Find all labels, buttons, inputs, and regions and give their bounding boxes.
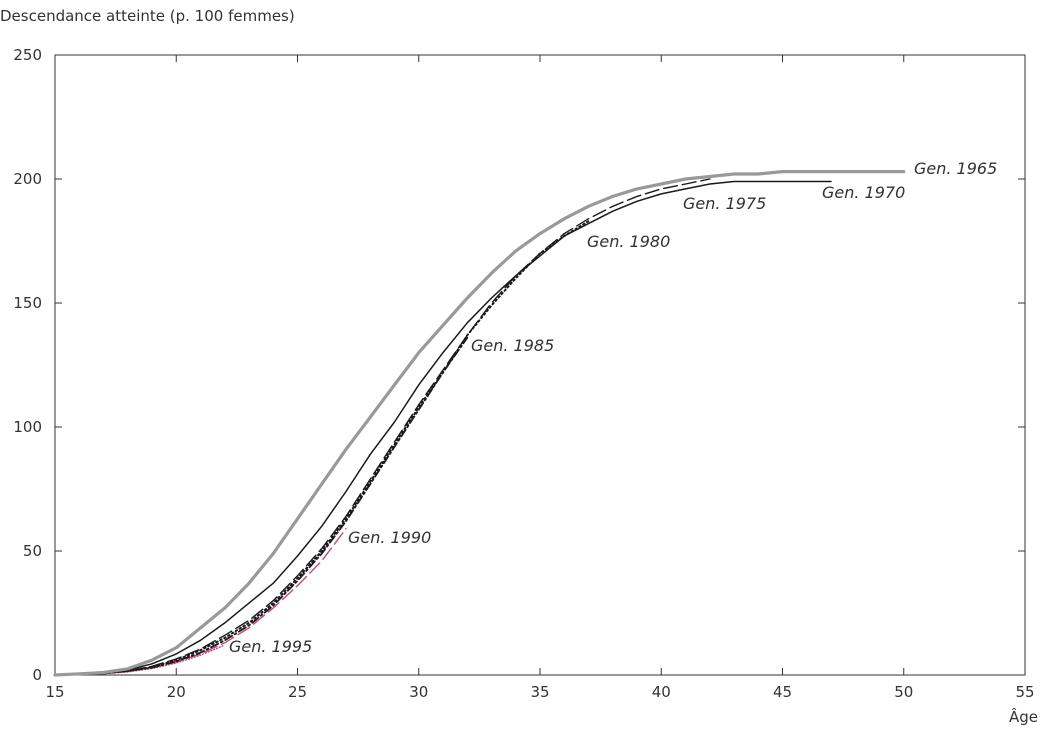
y-tick-label: 50: [23, 542, 42, 560]
series-line-gen-1985: [54, 336, 469, 676]
x-tick-label: 45: [773, 683, 792, 701]
series-line-gen-1995: [54, 644, 226, 676]
series-label-gen-1965: Gen. 1965: [914, 159, 997, 178]
y-tick-label: 150: [13, 294, 42, 312]
x-tick-label: 40: [652, 683, 671, 701]
series-label-gen-1980: Gen. 1980: [587, 232, 670, 251]
x-tick-label: 50: [894, 683, 913, 701]
y-axis-title: Descendance atteinte (p. 100 femmes): [0, 7, 295, 25]
y-tick-label: 200: [13, 170, 42, 188]
series-line-gen-1980: [54, 220, 590, 676]
x-tick-label: 20: [167, 683, 186, 701]
series-line-gen-1970: [54, 180, 832, 676]
series-label-gen-1995: Gen. 1995: [229, 637, 312, 656]
series-line-gen-1965: [53, 170, 906, 677]
x-tick-label: 15: [45, 683, 64, 701]
x-axis-title: Âge: [1008, 708, 1038, 726]
axis-ticks: 15 20 25 30 35 40 45 50 55 0 50 100 150 200 250: [13, 46, 1034, 701]
series-label-gen-1990: Gen. 1990: [348, 528, 431, 547]
x-tick-label: 35: [530, 683, 549, 701]
plot-frame: [54, 54, 1026, 676]
y-tick-label: 0: [32, 666, 42, 684]
x-tick-label: 55: [1015, 683, 1034, 701]
series-label-gen-1985: Gen. 1985: [471, 336, 554, 355]
series-line-gen-1975: [54, 178, 711, 676]
series-labels: Gen. 1965 Gen. 1970 Gen. 1975 Gen. 1980 Gen.…: [229, 159, 997, 656]
series-label-gen-1975: Gen. 1975: [683, 194, 766, 213]
y-tick-label: 100: [13, 418, 42, 436]
x-tick-label: 25: [288, 683, 307, 701]
y-tick-label: 250: [13, 46, 42, 64]
series-label-gen-1970: Gen. 1970: [822, 183, 905, 202]
x-tick-label: 30: [409, 683, 428, 701]
series-lines: [53, 170, 906, 677]
